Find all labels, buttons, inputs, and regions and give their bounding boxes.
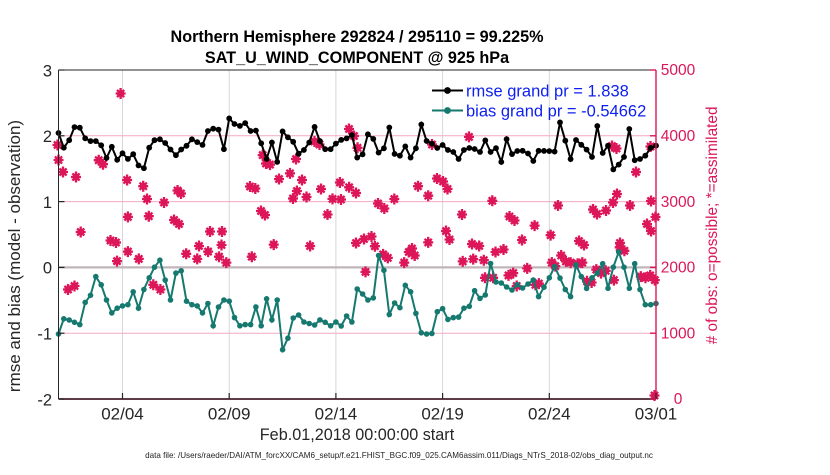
svg-text:# of obs: o=possible; *=assimi: # of obs: o=possible; *=assimilated (704, 106, 721, 348)
svg-text:02/24: 02/24 (528, 405, 571, 424)
svg-text:02/09: 02/09 (208, 405, 251, 424)
svg-text:03/01: 03/01 (635, 405, 678, 424)
svg-text:02/19: 02/19 (421, 405, 464, 424)
svg-text:3000: 3000 (661, 194, 696, 211)
svg-text:-2: -2 (37, 391, 52, 409)
svg-text:Northern Hemisphere 292824 / 2: Northern Hemisphere 292824 / 295110 = 99… (171, 28, 544, 46)
svg-text:3: 3 (43, 62, 52, 80)
svg-text:1: 1 (43, 194, 52, 212)
svg-text:02/14: 02/14 (315, 405, 358, 424)
svg-text:5000: 5000 (661, 62, 696, 79)
svg-text:Feb.01,2018 00:00:00 start: Feb.01,2018 00:00:00 start (260, 426, 455, 444)
svg-text:1000: 1000 (661, 325, 696, 342)
svg-text:rmse and bias (model - observa: rmse and bias (model - observation) (5, 120, 24, 392)
svg-text:data file: /Users/raeder/DAI/A: data file: /Users/raeder/DAI/ATM_forcXX/… (145, 451, 653, 460)
svg-text:bias grand pr = -0.54662: bias grand pr = -0.54662 (466, 103, 646, 121)
svg-text:4000: 4000 (661, 128, 696, 145)
svg-text:rmse grand pr = 1.838: rmse grand pr = 1.838 (466, 83, 629, 101)
svg-text:02/04: 02/04 (101, 405, 144, 424)
svg-text:SAT_U_WIND_COMPONENT @ 925 hPa: SAT_U_WIND_COMPONENT @ 925 hPa (205, 49, 510, 67)
svg-text:2000: 2000 (661, 260, 696, 277)
svg-text:0: 0 (674, 391, 683, 408)
svg-text:2: 2 (43, 128, 52, 146)
svg-text:0: 0 (43, 260, 52, 278)
svg-text:-1: -1 (37, 326, 52, 344)
